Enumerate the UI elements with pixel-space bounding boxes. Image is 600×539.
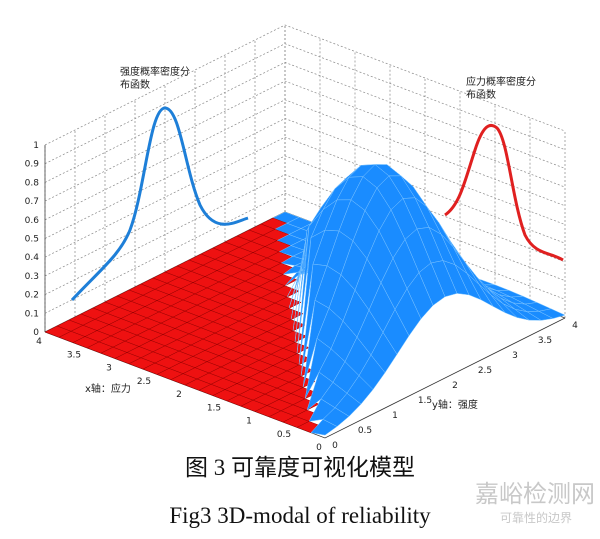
y-tick-label: 1.5 [418,396,432,406]
stress-note: 应力概率密度分 [466,75,536,88]
grid-line [44,136,566,258]
y-tick-label: 0 [332,441,338,451]
watermark: 可靠性的边界 [500,510,572,525]
z-tick-label: 0.2 [25,291,39,301]
z-tick-label: 0.4 [25,253,40,263]
strength-curve [70,106,249,302]
x-tick-label: 0 [316,443,322,453]
caption-en: Fig3 3D-modal of reliability [169,503,431,528]
grid-line [44,192,566,314]
x-tick-label: 1.5 [207,403,221,413]
grid-line [44,43,566,165]
strength-note: 强度概率密度分 [120,65,190,78]
z-tick-label: 0.9 [25,160,40,170]
z-tick-label: 0 [33,328,39,338]
x-tick-label: 1 [246,417,252,427]
z-tick-label: 0.6 [25,216,40,226]
z-tick-label: 1 [33,141,39,151]
x-tick-label: 3 [106,364,112,374]
x-tick-label: 0.5 [277,430,291,440]
x-tick-label: 2.5 [137,377,151,387]
y-tick-label: 2.5 [478,366,492,376]
stress-note: 布函数 [466,88,496,101]
z-tick-label: 0.8 [25,178,40,188]
z-tick-label: 0.5 [25,235,39,245]
x-tick-label: 4 [36,337,42,347]
y-tick-label: 0.5 [358,426,372,436]
y-axis-label: y轴：强度 [432,398,478,411]
y-tick-label: 4 [572,321,578,331]
z-tick-label: 0.3 [25,272,39,282]
x-axis-label: x轴：应力 [85,382,131,395]
surface [44,164,566,436]
reliability-surface [310,419,338,436]
x-tick-label: 2 [176,390,182,400]
stress-curve [444,123,564,262]
z-tick-label: 0.1 [25,309,39,319]
strength-note: 布函数 [120,78,150,91]
grid-line [44,24,566,146]
x-tick-label: 3.5 [67,350,81,360]
y-tick-label: 2 [452,381,458,391]
grid-line [44,99,566,221]
caption-cn: 图 3 可靠度可视化模型 [185,455,415,480]
z-tick-label: 0.7 [25,197,39,207]
y-tick-label: 3 [512,351,518,361]
y-tick-label: 3.5 [538,336,552,346]
grid-line [44,80,566,202]
y-tick-label: 1 [392,411,398,421]
watermark: 嘉峪检测网 [475,480,595,508]
